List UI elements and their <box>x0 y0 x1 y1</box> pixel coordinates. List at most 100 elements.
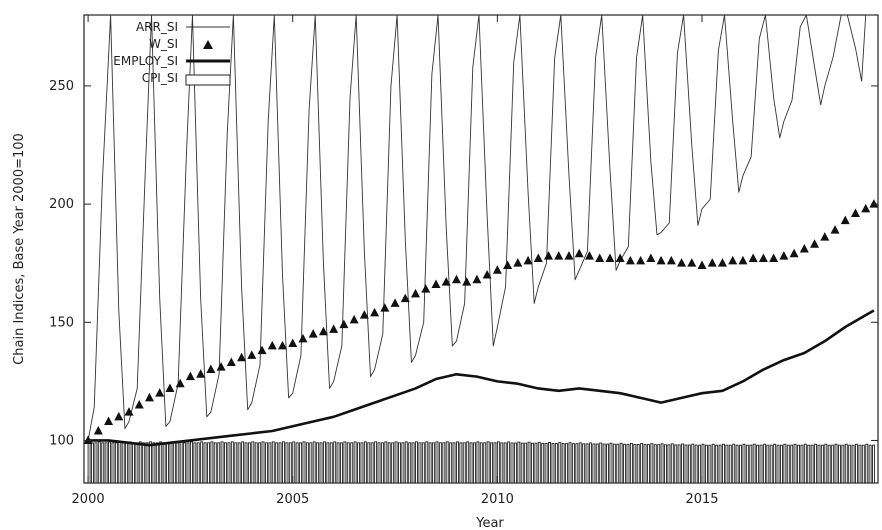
cpi-bar <box>380 442 384 484</box>
cpi-bar <box>650 443 654 484</box>
cpi-bar <box>728 444 732 484</box>
cpi-bar <box>619 442 623 484</box>
cpi-bar <box>438 442 442 484</box>
w-point <box>349 314 359 324</box>
y-axis-label: Chain Indices, Base Year 2000=100 <box>12 133 27 365</box>
cpi-bar <box>769 444 773 484</box>
cpi-bar <box>193 442 197 484</box>
cpi-bar <box>575 443 579 484</box>
cpi-bar <box>377 442 381 484</box>
cpi-bar <box>589 442 592 484</box>
w-point <box>288 338 298 348</box>
w-point <box>615 253 625 262</box>
cpi-bar <box>582 443 586 484</box>
cpi-bar <box>183 442 187 484</box>
cpi-bar <box>479 442 483 484</box>
cpi-bar <box>803 443 807 484</box>
cpi-bar <box>827 444 831 484</box>
cpi-bar <box>350 442 354 484</box>
w-point <box>185 371 195 381</box>
legend-swatch-cpi <box>185 74 231 86</box>
cpi-bar <box>537 441 541 484</box>
cpi-bar <box>473 442 476 484</box>
cpi-bar <box>606 443 609 484</box>
cpi-bar <box>108 441 112 484</box>
cpi-bar <box>128 441 132 484</box>
cpi-bar <box>790 444 794 484</box>
cpi-bar <box>592 443 596 484</box>
cpi-bar <box>534 442 538 484</box>
cpi-bar <box>210 441 214 484</box>
cpi-bar <box>800 444 804 484</box>
cpi-bar <box>865 443 869 484</box>
w-point <box>779 251 789 260</box>
cpi-bar <box>841 444 845 484</box>
cpi-bar <box>466 441 470 484</box>
x-tick-label: 2000 <box>72 492 105 507</box>
w-point <box>462 277 472 286</box>
cpi-bar <box>599 442 603 484</box>
cpi-bar <box>370 442 374 484</box>
cpi-bar <box>783 443 787 484</box>
w-point <box>411 288 421 298</box>
w-point <box>574 248 584 258</box>
x-tick-label: 2005 <box>276 492 309 507</box>
cpi-bar <box>398 442 401 484</box>
cpi-bar <box>698 444 702 484</box>
cpi-bar <box>305 442 309 484</box>
cpi-bar <box>807 444 811 484</box>
w-point <box>206 364 216 374</box>
legend: ARR_SI W_SI EMPLOY_SI CPI_SI <box>113 20 231 86</box>
cpi-bar <box>643 444 647 484</box>
w-point <box>687 258 697 267</box>
cpi-bar <box>708 444 712 484</box>
cpi-bar <box>503 442 507 484</box>
cpi-bar <box>476 441 480 484</box>
w-point <box>717 258 727 267</box>
cpi-bar <box>745 444 749 484</box>
cpi-bar <box>490 442 494 484</box>
cpi-bar <box>595 443 599 484</box>
w-layer <box>83 199 879 444</box>
cpi-bar <box>858 444 862 484</box>
w-point <box>850 208 860 218</box>
cpi-bar <box>486 441 490 484</box>
w-point <box>554 251 564 260</box>
cpi-bar <box>285 442 289 484</box>
cpi-bar <box>612 443 616 484</box>
cpi-bar <box>834 443 838 484</box>
cpi-bar <box>814 443 818 484</box>
cpi-bar <box>261 441 265 484</box>
cpi-bar <box>237 442 241 484</box>
cpi-bar <box>459 442 463 484</box>
cpi-bar <box>861 444 865 484</box>
w-point <box>677 258 687 267</box>
cpi-bar <box>302 441 306 484</box>
w-point <box>451 274 461 284</box>
cpi-bar <box>837 444 841 484</box>
cpi-bar <box>432 442 436 484</box>
cpi-bar <box>244 442 248 484</box>
cpi-bar <box>681 443 685 484</box>
w-point <box>482 270 492 279</box>
cpi-bar <box>101 442 105 484</box>
cpi-bar <box>664 444 667 484</box>
cpi-bar <box>571 443 575 484</box>
w-point <box>861 203 871 213</box>
cpi-bar <box>247 442 251 484</box>
cpi-bar <box>759 444 763 484</box>
cpi-bar <box>565 443 569 484</box>
cpi-bar <box>722 443 725 484</box>
cpi-bar <box>155 442 159 484</box>
cpi-bar <box>667 444 671 484</box>
cpi-bar <box>776 444 780 484</box>
w-point <box>758 253 768 262</box>
cpi-bar <box>578 442 582 484</box>
w-point <box>421 284 431 293</box>
cpi-bar <box>548 442 551 484</box>
cpi-bar <box>602 443 606 484</box>
cpi-bar <box>742 443 746 484</box>
cpi-bar <box>660 443 664 484</box>
w-point <box>820 232 830 241</box>
cpi-bar <box>343 441 347 484</box>
